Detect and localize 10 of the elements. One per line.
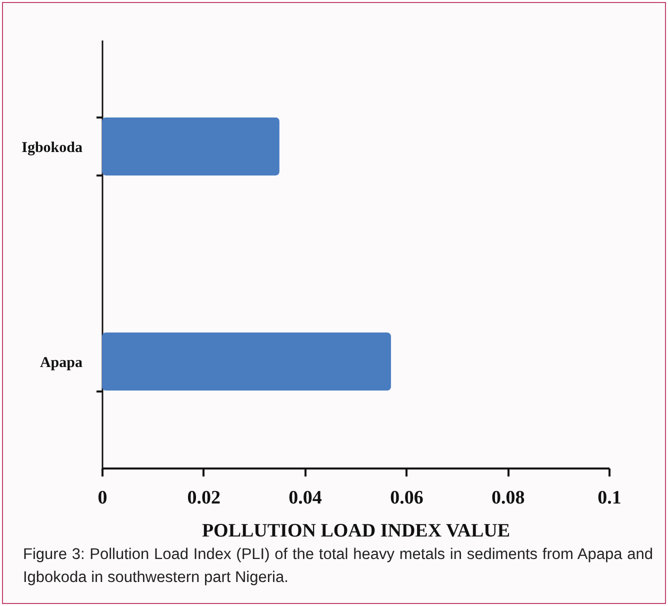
x-axis-title: POLLUTION LOAD INDEX VALUE [202, 520, 510, 542]
x-tick-label: 0.08 [491, 488, 525, 508]
y-tick-label: Apapa [40, 355, 83, 372]
x-tick-label: 0.1 [598, 488, 622, 508]
x-tick-label: 0.02 [187, 488, 221, 508]
y-tick-label: Igbokoda [22, 140, 83, 156]
x-tick-label: 0 [98, 488, 108, 508]
caption: Figure 3: Pollution Load Index (PLI) of the total heavy metals in sediments from Apapa and Igbokoda in southwestern part Nigeria. [23, 545, 653, 588]
x-tick-label: 0.06 [390, 488, 424, 508]
x-tick-label: 0.04 [288, 488, 322, 508]
